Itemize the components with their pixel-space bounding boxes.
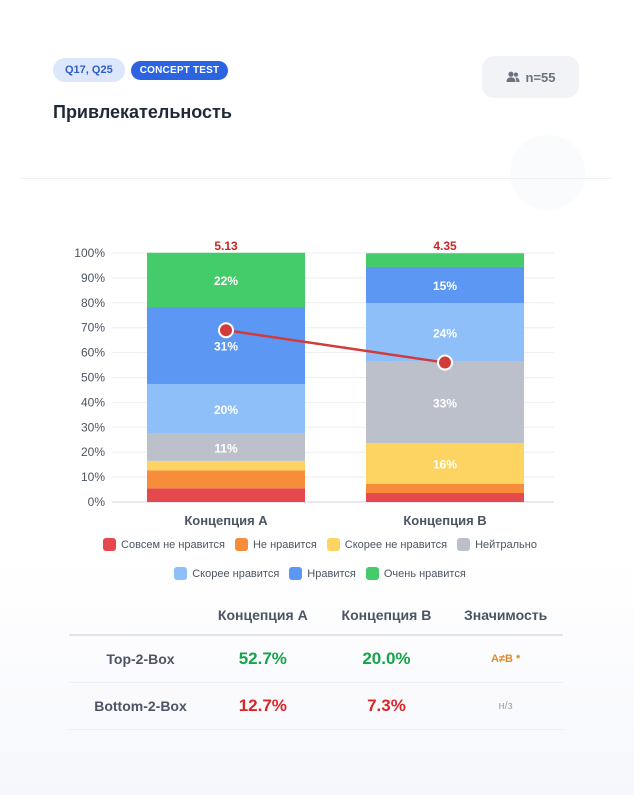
bar-segment — [147, 470, 305, 489]
legend-item: Не нравится — [234, 538, 317, 551]
y-tick-label: 40% — [81, 395, 105, 409]
y-tick-label: 50% — [81, 371, 105, 385]
users-icon — [506, 71, 519, 82]
table-header-significance: Значимость — [448, 596, 563, 636]
legend-label: Скорее не нравится — [344, 538, 448, 551]
y-tick-label: 60% — [81, 346, 105, 360]
legend-item: Нравится — [289, 567, 356, 580]
legend-item: Совсем не нравится — [103, 538, 225, 551]
bar-data-label: 20% — [214, 403, 238, 417]
page-title: Привлекательность — [53, 102, 232, 122]
question-tag: Q17, Q25 — [53, 58, 125, 82]
legend-item: Скорее не нравится — [326, 538, 448, 551]
x-category-label: Концепция A — [184, 513, 268, 528]
bar-segment — [147, 252, 305, 308]
bar-segment — [366, 443, 524, 484]
table-header-concept-a: Концепция A — [201, 596, 325, 636]
bar-data-label: 33% — [433, 397, 457, 411]
bar-segment — [147, 488, 305, 502]
x-category-label: Концепция B — [403, 513, 486, 528]
legend-swatch — [234, 538, 248, 551]
tag-group: Q17, Q25 CONCEPT TEST — [53, 58, 229, 82]
chart-legend: Совсем не нравится Не нравится Скорее не н… — [60, 538, 580, 580]
bar-data-label: 16% — [433, 458, 457, 472]
legend-label: Скорее нравится — [192, 567, 280, 580]
row-label: Bottom-2-Box — [69, 682, 201, 730]
legend-label: Совсем не нравится — [121, 538, 225, 551]
mean-score-label: 4.35 — [433, 239, 457, 253]
bar-segment — [366, 266, 524, 304]
bar-segment — [147, 460, 305, 471]
legend-item: Нейтрально — [457, 538, 537, 551]
bar-segment — [366, 361, 524, 444]
legend-swatch — [457, 538, 471, 551]
table-row: Top-2-Box 52.7% 20.0% A≠B * — [69, 635, 563, 683]
bottom2-significance: н/з — [448, 682, 563, 730]
header-divider — [20, 178, 612, 179]
table-header-row: Концепция A Концепция B Значимость — [69, 596, 563, 636]
bar-segment — [147, 383, 305, 434]
legend-swatch — [174, 567, 188, 580]
top2-concept-b: 20.0% — [324, 635, 449, 683]
bar-data-label: 15% — [433, 279, 457, 293]
legend-swatch — [326, 538, 340, 551]
y-tick-label: 70% — [81, 321, 105, 335]
table-header-concept-b: Концепция B — [324, 596, 449, 636]
legend-label: Нейтрально — [475, 538, 537, 551]
y-tick-label: 20% — [81, 445, 105, 459]
bar-segment — [366, 493, 524, 502]
sample-size-value: n=55 — [525, 69, 556, 85]
y-tick-label: 10% — [81, 470, 105, 484]
y-tick-label: 90% — [81, 271, 105, 285]
stacked-bar-chart: 0% 10% 20% 30% 40% 50% 60% 70% 80% 90% 100% 11% 20% 3… — [74, 239, 554, 528]
y-tick-label: 30% — [81, 420, 105, 434]
y-tick-label: 80% — [81, 296, 105, 310]
bar-segment — [366, 483, 524, 494]
decorative-circle — [510, 135, 585, 210]
legend-label: Очень нравится — [383, 567, 466, 580]
bar-data-label: 31% — [214, 340, 238, 354]
row-label: Top-2-Box — [69, 635, 201, 683]
y-tick-label: 100% — [74, 246, 105, 260]
bar-data-label: 11% — [214, 441, 238, 455]
legend-swatch — [289, 567, 303, 580]
mean-trend-line — [225, 328, 446, 364]
bar-segment — [366, 253, 524, 267]
y-tick-label: 0% — [88, 495, 106, 509]
legend-label: Нравится — [307, 567, 356, 580]
table-header-empty — [69, 596, 201, 636]
bottom2-concept-a: 12.7% — [201, 682, 325, 730]
concept-test-tag: CONCEPT TEST — [130, 60, 229, 80]
legend-item: Скорее нравится — [174, 567, 279, 580]
mean-point — [218, 322, 234, 339]
bar-segment — [147, 433, 305, 461]
bar-data-label: 22% — [214, 274, 238, 288]
top2-concept-a: 52.7% — [201, 635, 325, 683]
legend-swatch — [365, 567, 379, 580]
bar-data-label: 24% — [433, 326, 457, 340]
mean-point — [437, 354, 453, 371]
top2-significance: A≠B * — [448, 635, 563, 683]
sample-size-badge: n=55 — [482, 56, 579, 98]
table-row: Bottom-2-Box 12.7% 7.3% н/з — [69, 682, 563, 730]
bar-segment — [147, 307, 305, 384]
legend-swatch — [103, 538, 117, 551]
legend-label: Не нравится — [252, 538, 317, 551]
bottom2-concept-b: 7.3% — [324, 682, 449, 730]
summary-table: Концепция A Концепция B Значимость Top-2… — [69, 596, 563, 730]
mean-score-label: 5.13 — [214, 239, 238, 253]
bar-segment — [366, 303, 524, 362]
legend-item: Очень нравится — [365, 567, 466, 580]
